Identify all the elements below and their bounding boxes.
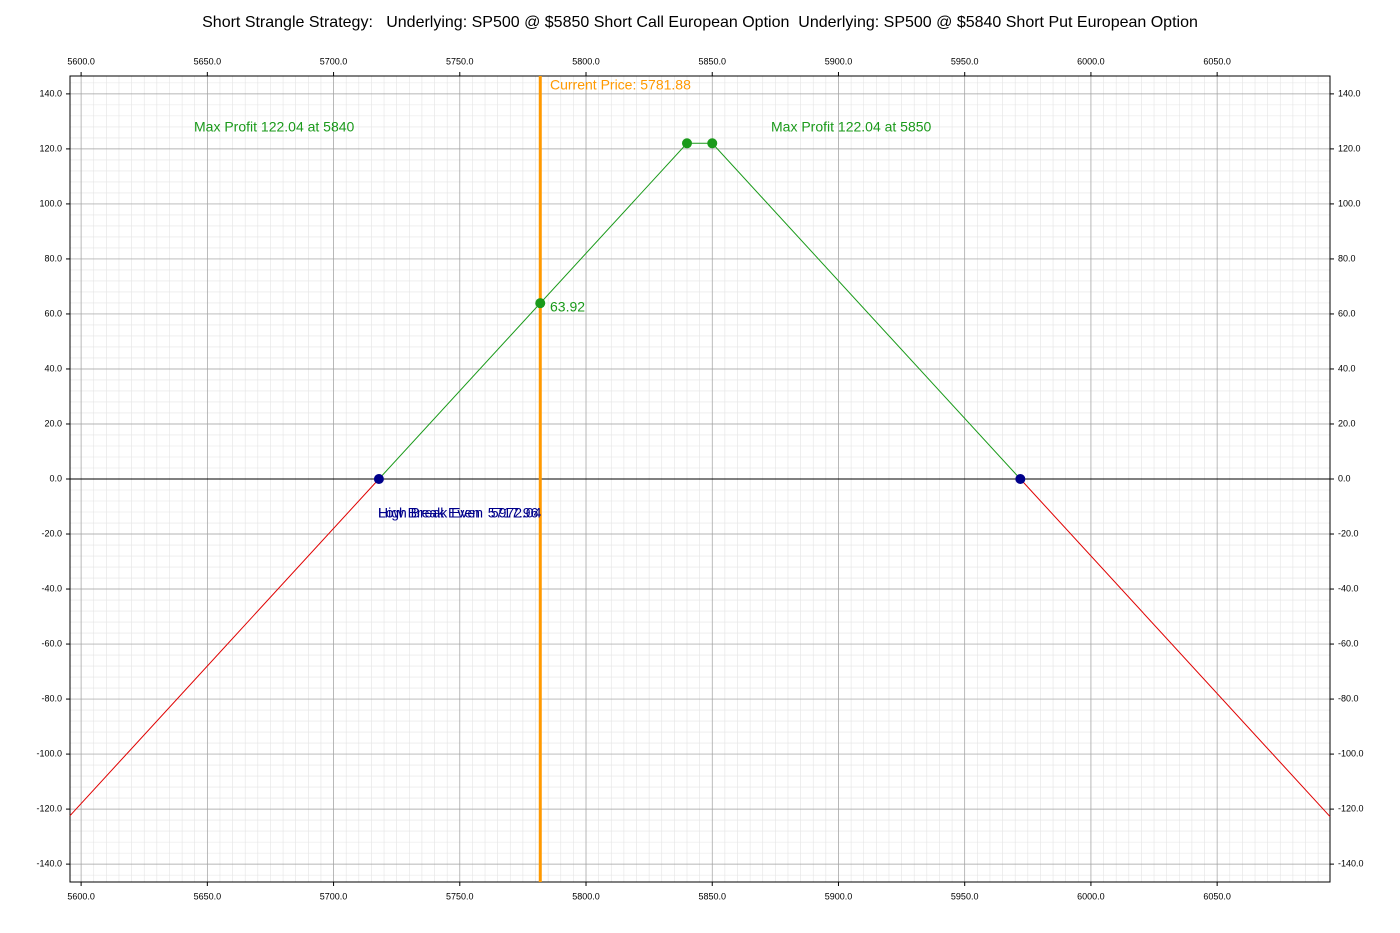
y-tick-label: -40.0 [41,583,62,593]
annotation: Low Break Even 5717.96 [378,505,539,521]
x-tick-label: 6050.0 [1203,891,1231,901]
marker [373,474,384,484]
annotation: High Break Even 5972.04 [378,505,542,521]
y-tick-label: 120.0 [39,143,62,153]
y-tick-label: -100.0 [1338,748,1364,758]
payoff-line [378,142,1021,480]
x-tick-label: 6000.0 [1077,891,1105,901]
x-tick-label: 5600.0 [67,56,95,66]
payoff-line [69,478,380,817]
annotation: Max Profit 122.04 at 5850 [771,119,932,135]
y-tick-label: 140.0 [39,88,62,98]
y-tick-label: 60.0 [1338,308,1356,318]
x-tick-label: 5900.0 [825,56,853,66]
y-tick-label: 20.0 [1338,418,1356,428]
y-tick-label: -20.0 [1338,528,1359,538]
y-tick-label: -80.0 [41,693,62,703]
x-tick-label: 5600.0 [67,891,95,901]
y-tick-label: -120.0 [36,803,62,813]
y-tick-label: 140.0 [1338,88,1361,98]
y-tick-label: -60.0 [41,638,62,648]
annotation: 63.92 [550,299,585,315]
y-tick-label: -100.0 [36,748,62,758]
y-tick-label: 0.0 [49,473,62,483]
x-tick-label: 5950.0 [951,891,979,901]
y-tick-label: -40.0 [1338,583,1359,593]
payoff-line [1019,478,1331,817]
x-tick-label: 5850.0 [698,56,726,66]
x-tick-label: 5700.0 [320,56,348,66]
x-tick-label: 5850.0 [698,891,726,901]
y-tick-label: 40.0 [1338,363,1356,373]
x-tick-label: 6000.0 [1077,56,1105,66]
x-tick-label: 5700.0 [320,891,348,901]
y-tick-label: -20.0 [41,528,62,538]
y-tick-label: -80.0 [1338,693,1359,703]
x-tick-label: 5650.0 [194,56,222,66]
y-tick-label: 0.0 [1338,473,1351,483]
y-tick-label: 60.0 [44,308,62,318]
annotation: Current Price: 5781.88 [550,77,691,93]
marker [681,138,692,149]
y-tick-label: -140.0 [36,858,62,868]
marker [1015,474,1026,484]
y-tick-label: 80.0 [1338,253,1356,263]
x-tick-label: 5800.0 [572,891,600,901]
y-tick-label: 120.0 [1338,143,1361,153]
x-tick-label: 5950.0 [951,56,979,66]
chart-title: Short Strangle Strategy: Underlying: SP5… [202,14,1198,31]
y-tick-label: 100.0 [39,198,62,208]
annotation: Max Profit 122.04 at 5840 [194,119,355,135]
x-tick-label: 5750.0 [446,56,474,66]
x-tick-label: 5750.0 [446,891,474,901]
x-tick-label: 5800.0 [572,56,600,66]
x-tick-label: 5650.0 [194,891,222,901]
marker [535,298,546,309]
x-tick-label: 5900.0 [825,891,853,901]
y-tick-label: -140.0 [1338,858,1364,868]
y-tick-label: 100.0 [1338,198,1361,208]
y-tick-label: 40.0 [44,363,62,373]
y-tick-label: -60.0 [1338,638,1359,648]
x-tick-label: 6050.0 [1203,56,1231,66]
y-tick-label: -120.0 [1338,803,1364,813]
y-tick-label: 80.0 [44,253,62,263]
y-tick-label: 20.0 [44,418,62,428]
marker [707,138,718,149]
